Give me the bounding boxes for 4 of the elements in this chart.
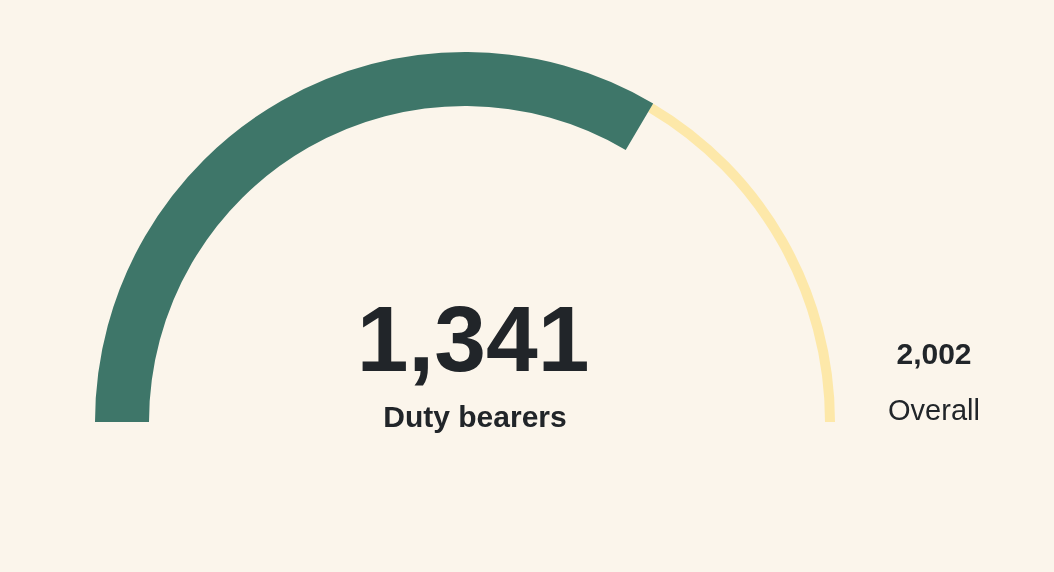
category-label: Overall: [888, 394, 980, 426]
category-label: Duty bearers: [383, 400, 567, 433]
data-label: 1,341: [356, 287, 590, 391]
data-label: 2,002: [896, 337, 972, 370]
